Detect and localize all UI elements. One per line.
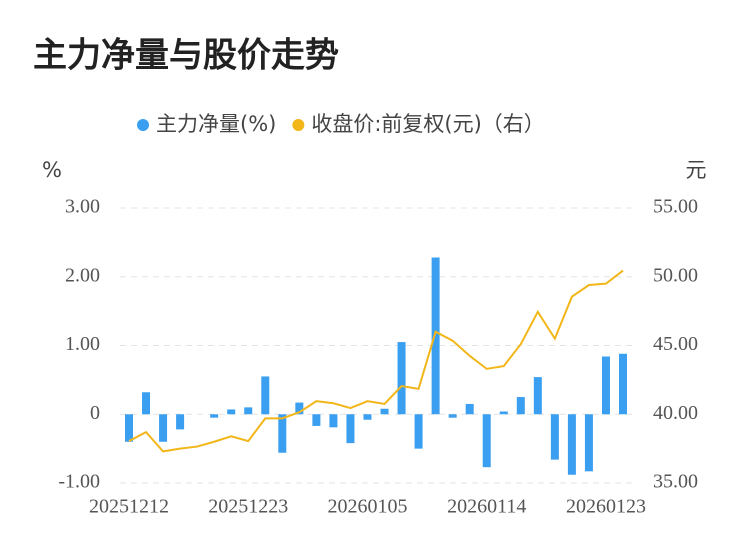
price-line	[128, 269, 624, 453]
bar	[533, 377, 542, 415]
bar	[619, 353, 627, 415]
bar	[159, 414, 168, 442]
y2-axis-label: 元	[686, 158, 707, 182]
x-tick-label: 20260105	[327, 496, 407, 518]
y-tick-label: 0	[90, 402, 100, 424]
y2-tick-label: 50.00	[653, 264, 698, 286]
bar	[431, 257, 440, 415]
bar	[244, 407, 253, 415]
bar	[295, 402, 304, 415]
y-tick-label: -1.00	[58, 471, 100, 493]
bar	[125, 414, 133, 442]
bar	[516, 397, 525, 415]
bar	[567, 414, 576, 475]
bar	[414, 414, 423, 449]
y-tick-label: 1.00	[65, 333, 100, 355]
bar	[210, 414, 219, 418]
x-tick-label: 20251212	[89, 496, 169, 518]
x-tick-label: 20260123	[566, 496, 646, 518]
bar	[465, 403, 474, 415]
bar	[278, 414, 287, 453]
bar	[550, 414, 559, 460]
bar	[482, 414, 491, 468]
bar	[601, 356, 610, 415]
bar	[380, 408, 389, 415]
bar	[448, 414, 457, 418]
legend-marker	[292, 119, 305, 131]
bar	[329, 414, 338, 428]
bar	[346, 414, 355, 444]
y-axis-label: %	[42, 158, 62, 182]
y2-tick-label: 35.00	[653, 471, 698, 493]
bar	[176, 414, 185, 430]
y-tick-label: 3.00	[65, 196, 100, 218]
x-tick-label: 20251223	[208, 496, 288, 518]
y2-tick-label: 40.00	[653, 402, 698, 424]
y-tick-label: 2.00	[65, 264, 100, 286]
x-tick-label: 20260114	[447, 496, 526, 518]
bar	[363, 414, 372, 420]
bar	[312, 414, 321, 426]
legend-label: 主力净量(%)	[156, 112, 276, 136]
legend-label: 收盘价:前复权(元)（右）	[311, 112, 544, 136]
bar	[227, 409, 236, 415]
bar	[142, 392, 151, 415]
y2-tick-label: 55.00	[653, 196, 698, 218]
bar	[584, 414, 593, 472]
bar	[499, 411, 508, 415]
y2-tick-label: 45.00	[653, 333, 698, 355]
legend-marker	[137, 119, 149, 131]
bar	[397, 342, 406, 415]
bar	[261, 376, 270, 415]
chart-title: 主力净量与股价走势	[33, 36, 339, 76]
